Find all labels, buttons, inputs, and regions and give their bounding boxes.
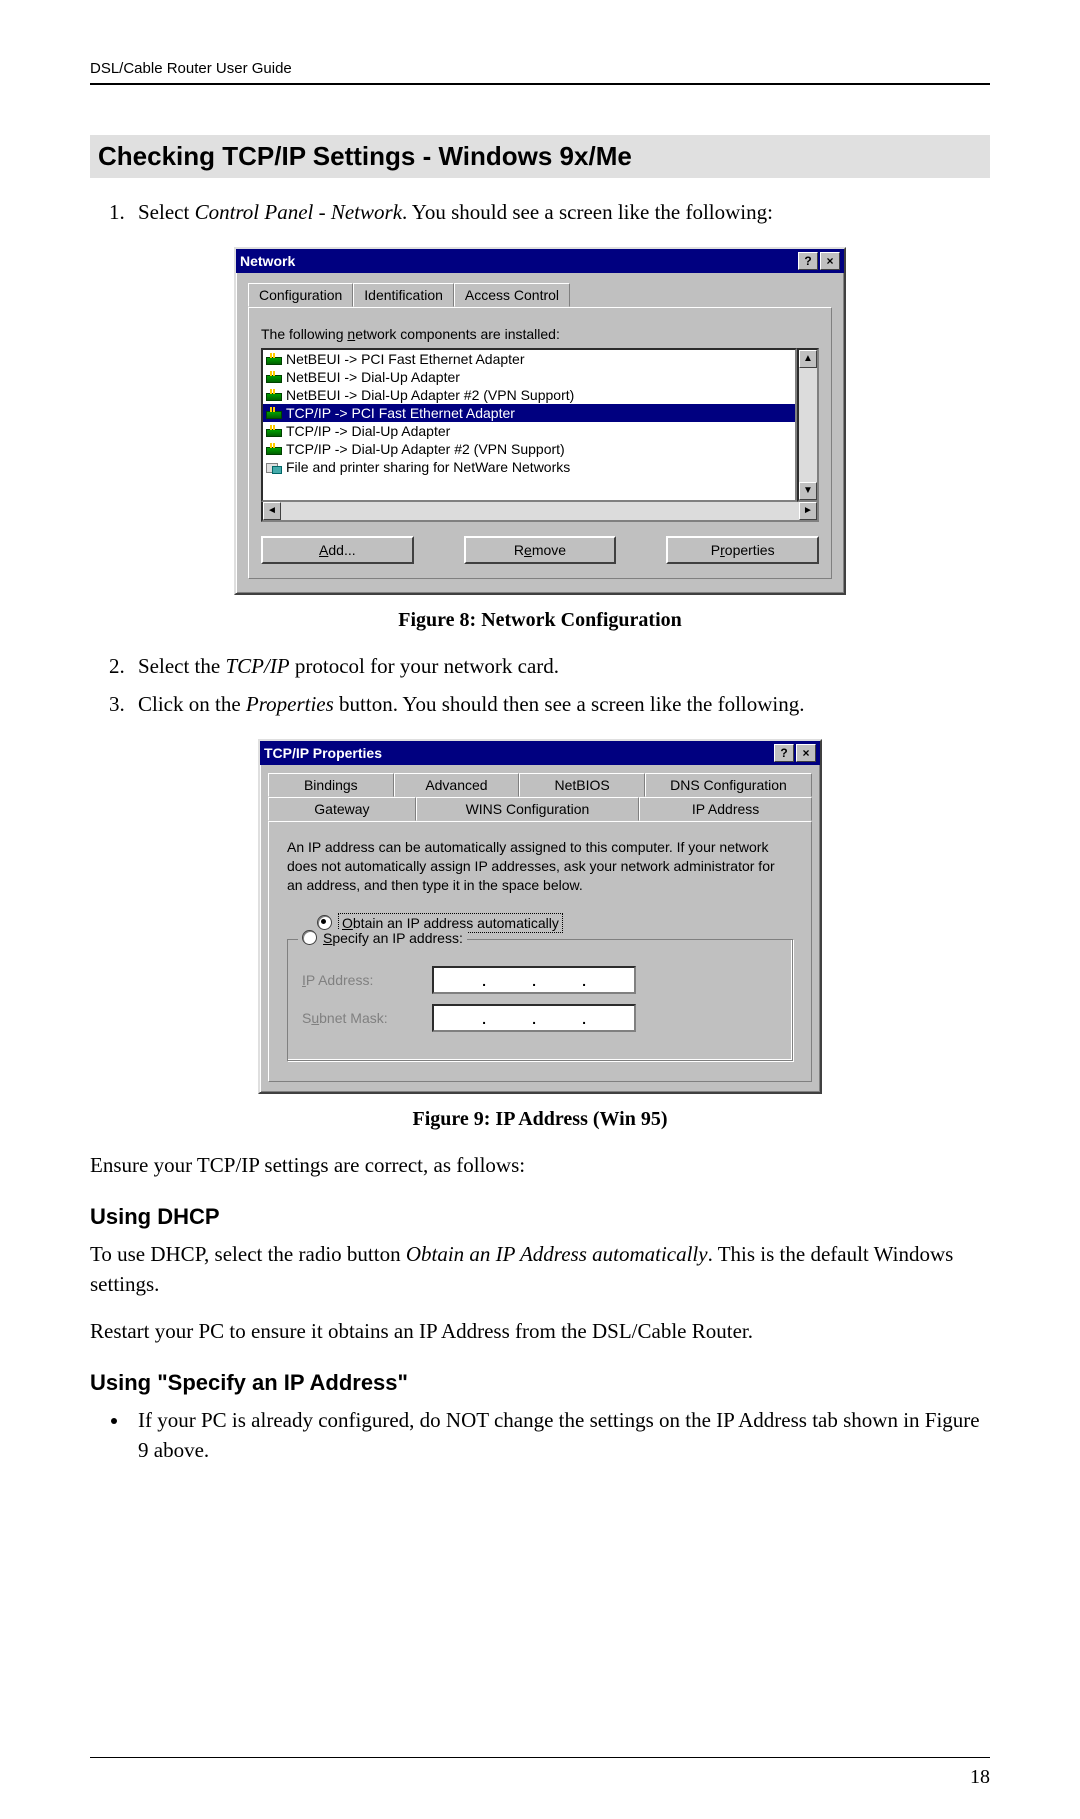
network-dialog: Network ? × Configuration Identification… bbox=[234, 247, 846, 595]
step-2-italic: TCP/IP bbox=[225, 654, 289, 678]
list-item-selected[interactable]: TCP/IP -> PCI Fast Ethernet Adapter bbox=[263, 404, 795, 422]
step-3-prefix: Click on the bbox=[138, 692, 246, 716]
section-title: Checking TCP/IP Settings - Windows 9x/Me bbox=[90, 135, 990, 178]
step-3-italic: Properties bbox=[246, 692, 334, 716]
step-1-prefix: Select bbox=[138, 200, 195, 224]
specify-bullet-1: If your PC is already configured, do NOT… bbox=[130, 1406, 990, 1465]
network-tab-panel: The following network components are ins… bbox=[248, 307, 832, 579]
step-3-suffix: button. You should then see a screen lik… bbox=[334, 692, 805, 716]
tcpip-panel: An IP address can be automatically assig… bbox=[268, 821, 812, 1082]
adapter-icon bbox=[266, 407, 282, 419]
step-3: Click on the Properties button. You shou… bbox=[130, 690, 990, 719]
list-item-label: NetBEUI -> Dial-Up Adapter #2 (VPN Suppo… bbox=[286, 387, 574, 403]
scroll-down-icon[interactable]: ▼ bbox=[799, 482, 817, 500]
figure-8-caption: Figure 8: Network Configuration bbox=[90, 609, 990, 632]
horizontal-scrollbar[interactable]: ◄ ► bbox=[261, 500, 819, 522]
scroll-track[interactable] bbox=[281, 502, 799, 520]
adapter-icon bbox=[266, 371, 282, 383]
tcpip-description: An IP address can be automatically assig… bbox=[287, 838, 793, 895]
list-item[interactable]: NetBEUI -> Dial-Up Adapter #2 (VPN Suppo… bbox=[263, 386, 795, 404]
network-title-text: Network bbox=[240, 253, 796, 269]
remove-button[interactable]: Remove bbox=[464, 536, 617, 564]
tcpip-title-text: TCP/IP Properties bbox=[264, 745, 772, 761]
page-header: DSL/Cable Router User Guide bbox=[90, 60, 990, 85]
dhcp-paragraph-1: To use DHCP, select the radio button Obt… bbox=[90, 1240, 990, 1299]
tab-bindings[interactable]: Bindings bbox=[268, 773, 394, 797]
adapter-icon bbox=[266, 389, 282, 401]
figure-9-caption: Figure 9: IP Address (Win 95) bbox=[90, 1108, 990, 1131]
properties-button[interactable]: Properties bbox=[666, 536, 819, 564]
vertical-scrollbar[interactable]: ▲ ▼ bbox=[797, 348, 819, 502]
dhcp-p1-a: To use DHCP, select the radio button bbox=[90, 1242, 406, 1266]
list-item-label: File and printer sharing for NetWare Net… bbox=[286, 459, 570, 475]
ip-address-row: IP Address: bbox=[302, 966, 778, 994]
subnet-label: Subnet Mask: bbox=[302, 1010, 432, 1026]
list-item-label: NetBEUI -> Dial-Up Adapter bbox=[286, 369, 460, 385]
tcpip-dialog: TCP/IP Properties ? × Bindings Advanced … bbox=[258, 739, 822, 1094]
tab-gateway[interactable]: Gateway bbox=[268, 797, 416, 821]
dhcp-p1-b: Obtain an IP Address automatically bbox=[406, 1242, 708, 1266]
steps-list: Select Control Panel - Network. You shou… bbox=[90, 198, 990, 227]
close-button[interactable]: × bbox=[820, 252, 840, 270]
tab-netbios[interactable]: NetBIOS bbox=[519, 773, 645, 797]
steps-list-2: Select the TCP/IP protocol for your netw… bbox=[90, 652, 990, 719]
using-specify-heading: Using "Specify an IP Address" bbox=[90, 1370, 990, 1396]
scroll-up-icon[interactable]: ▲ bbox=[799, 350, 817, 368]
list-item-label: TCP/IP -> Dial-Up Adapter bbox=[286, 423, 450, 439]
radio-obtain-auto[interactable] bbox=[317, 915, 332, 930]
tab-dns[interactable]: DNS Configuration bbox=[645, 773, 812, 797]
list-item-label: NetBEUI -> PCI Fast Ethernet Adapter bbox=[286, 351, 525, 367]
network-tabs: Configuration Identification Access Cont… bbox=[248, 283, 832, 308]
step-2-prefix: Select the bbox=[138, 654, 225, 678]
network-titlebar: Network ? × bbox=[236, 249, 844, 273]
share-icon bbox=[266, 461, 282, 473]
tab-identification[interactable]: Identification bbox=[353, 283, 454, 307]
radio-specify[interactable] bbox=[302, 930, 317, 945]
step-1-suffix: . You should see a screen like the follo… bbox=[402, 200, 773, 224]
close-button[interactable]: × bbox=[796, 744, 816, 762]
list-item[interactable]: TCP/IP -> Dial-Up Adapter bbox=[263, 422, 795, 440]
adapter-icon bbox=[266, 443, 282, 455]
ensure-text: Ensure your TCP/IP settings are correct,… bbox=[90, 1151, 990, 1180]
list-item-label: TCP/IP -> Dial-Up Adapter #2 (VPN Suppor… bbox=[286, 441, 565, 457]
components-label: The following network components are ins… bbox=[261, 326, 819, 342]
tcpip-titlebar: TCP/IP Properties ? × bbox=[260, 741, 820, 765]
page-number: 18 bbox=[90, 1757, 990, 1789]
step-2-suffix: protocol for your network card. bbox=[290, 654, 559, 678]
specify-groupbox: Specify an IP address: IP Address: Subne… bbox=[287, 939, 793, 1061]
list-item[interactable]: NetBEUI -> PCI Fast Ethernet Adapter bbox=[263, 350, 795, 368]
list-item[interactable]: File and printer sharing for NetWare Net… bbox=[263, 458, 795, 476]
step-1-italic: Control Panel - Network bbox=[195, 200, 402, 224]
subnet-field[interactable] bbox=[432, 1004, 636, 1032]
adapter-icon bbox=[266, 353, 282, 365]
specify-bullets: If your PC is already configured, do NOT… bbox=[90, 1406, 990, 1465]
list-item[interactable]: NetBEUI -> Dial-Up Adapter bbox=[263, 368, 795, 386]
tcpip-tabs: Bindings Advanced NetBIOS DNS Configurat… bbox=[268, 773, 812, 821]
list-item[interactable]: TCP/IP -> Dial-Up Adapter #2 (VPN Suppor… bbox=[263, 440, 795, 458]
dhcp-paragraph-2: Restart your PC to ensure it obtains an … bbox=[90, 1317, 990, 1346]
list-item-label: TCP/IP -> PCI Fast Ethernet Adapter bbox=[286, 405, 515, 421]
ip-address-field[interactable] bbox=[432, 966, 636, 994]
tab-wins[interactable]: WINS Configuration bbox=[416, 797, 639, 821]
tab-ip-address[interactable]: IP Address bbox=[639, 797, 812, 821]
help-button[interactable]: ? bbox=[798, 252, 818, 270]
adapter-icon bbox=[266, 425, 282, 437]
scroll-track[interactable] bbox=[799, 368, 817, 482]
scroll-left-icon[interactable]: ◄ bbox=[263, 502, 281, 520]
tab-access-control[interactable]: Access Control bbox=[454, 283, 570, 307]
radio-specify-row: Specify an IP address: bbox=[298, 930, 467, 946]
using-dhcp-heading: Using DHCP bbox=[90, 1204, 990, 1230]
scroll-right-icon[interactable]: ► bbox=[799, 502, 817, 520]
add-button[interactable]: Add... bbox=[261, 536, 414, 564]
subnet-row: Subnet Mask: bbox=[302, 1004, 778, 1032]
components-listbox[interactable]: NetBEUI -> PCI Fast Ethernet Adapter Net… bbox=[261, 348, 797, 502]
help-button[interactable]: ? bbox=[774, 744, 794, 762]
tab-configuration[interactable]: Configuration bbox=[248, 283, 353, 307]
step-2: Select the TCP/IP protocol for your netw… bbox=[130, 652, 990, 681]
ip-address-label: IP Address: bbox=[302, 972, 432, 988]
radio-specify-label: Specify an IP address: bbox=[323, 930, 463, 946]
tab-advanced[interactable]: Advanced bbox=[394, 773, 520, 797]
step-1: Select Control Panel - Network. You shou… bbox=[130, 198, 990, 227]
